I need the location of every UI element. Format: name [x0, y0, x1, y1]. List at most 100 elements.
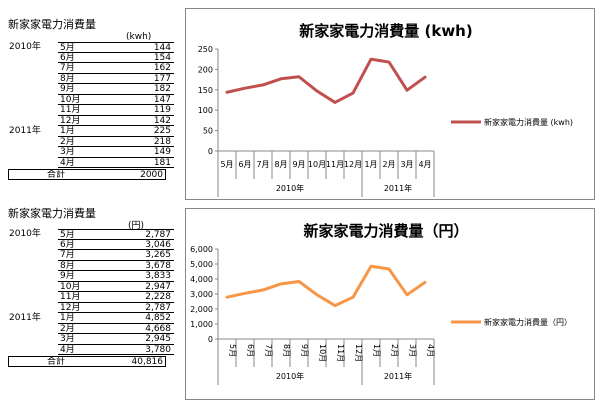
table-row: 6月 3,046	[8, 240, 174, 250]
data-point	[369, 58, 373, 61]
value-cell: 218	[153, 136, 171, 147]
data-point	[225, 91, 229, 94]
data-point	[387, 267, 391, 271]
year-label: 2011年	[9, 126, 41, 136]
yen-chart-panel: 新家家電力消費量（円） 0 1,000 2,000 3,000 4,000 5,000 6,0…	[185, 208, 595, 400]
month-cell: 4月 3,780	[58, 345, 174, 355]
value-cell: 3,265	[145, 250, 171, 260]
kwh-table-unit: (kwh)	[126, 32, 152, 42]
x-group-label: 2010年	[276, 183, 304, 193]
x-group-label: 2010年	[276, 371, 304, 381]
month-cell: 6月 154	[58, 52, 174, 63]
value-cell: 154	[153, 52, 171, 63]
table-row: 2010年 5月 2,787	[8, 229, 174, 240]
y-tick-label: 0	[208, 147, 213, 156]
month-cell: 5月 2,787	[58, 229, 174, 240]
data-point	[423, 281, 427, 284]
table-row: 11月 119	[8, 105, 174, 116]
value-cell: 142	[153, 115, 171, 126]
x-tick-label: 5月	[220, 160, 233, 169]
data-point	[405, 293, 409, 297]
month-label: 3月	[60, 334, 75, 344]
value-cell: 3,833	[145, 271, 171, 281]
value-cell: 2,947	[145, 281, 171, 292]
x-tick-label: 11月	[326, 160, 344, 169]
table-row: 8月 177	[8, 74, 174, 84]
value-cell: 162	[153, 63, 171, 73]
y-tick-label: 50	[203, 127, 213, 136]
x-tick-label: 4月	[426, 344, 435, 357]
data-point	[243, 86, 247, 90]
month-label: 7月	[60, 250, 75, 260]
value-cell: 4,852	[145, 313, 171, 323]
month-label: 11月	[60, 105, 81, 115]
table-row: 9月 182	[8, 84, 174, 95]
value-cell: 3,678	[145, 260, 171, 271]
data-point	[315, 293, 319, 296]
y-tick-label: 2,000	[190, 305, 213, 314]
value-cell: 2,945	[145, 334, 171, 344]
month-label: 12月	[60, 115, 81, 126]
data-point	[351, 295, 355, 299]
month-label: 3月	[60, 147, 75, 157]
data-point	[423, 75, 427, 79]
month-cell: 3月 149	[58, 147, 174, 158]
table-row: 7月 162	[8, 63, 174, 74]
x-tick-label: 8月	[282, 344, 291, 357]
month-label: 2月	[60, 323, 75, 334]
month-cell: 12月 2,787	[58, 302, 174, 313]
value-cell: 181	[153, 157, 171, 168]
yen-table-title: 新家家電力消費量	[8, 207, 96, 220]
month-label: 4月	[60, 157, 75, 168]
x-tick-label: 12月	[344, 160, 362, 169]
value-cell: 225	[153, 126, 171, 136]
table-row: 3月 2,945	[8, 334, 174, 345]
month-label: 12月	[60, 302, 81, 313]
month-label: 8月	[60, 260, 75, 271]
y-tick-label: 4,000	[190, 275, 213, 284]
chart-title: 新家家電力消費量 (kwh)	[299, 22, 472, 40]
table-row: 9月 3,833	[8, 271, 174, 282]
data-point	[297, 280, 301, 283]
y-tick-label: 250	[198, 45, 213, 54]
data-point	[405, 89, 409, 92]
month-label: 1月	[60, 126, 75, 136]
month-cell: 11月 2,228	[58, 292, 174, 303]
table-row: 12月 142	[8, 115, 174, 126]
month-cell: 9月 182	[58, 84, 174, 95]
data-point	[279, 282, 283, 286]
table-row: 7月 3,265	[8, 250, 174, 261]
kwh-table-title: 新家家電力消費量	[8, 18, 96, 31]
yen-line-chart: 新家家電力消費量（円） 0 1,000 2,000 3,000 4,000 5,000 6,0…	[190, 222, 572, 385]
year-label: 2010年	[9, 42, 41, 52]
month-label: 7月	[60, 63, 75, 73]
value-cell: 119	[153, 105, 171, 115]
table-row: 2010年 5月 144	[8, 42, 174, 53]
year-label: 2011年	[9, 313, 41, 323]
total-label: 合計	[47, 170, 66, 180]
value-cell: 182	[153, 84, 171, 94]
y-tick-label: 0	[208, 335, 213, 344]
data-point	[351, 91, 355, 95]
month-label: 5月	[60, 43, 75, 53]
table-row: 2月 4,668	[8, 323, 174, 334]
y-tick-label: 6,000	[190, 245, 213, 254]
kwh-table: 2010年 5月 144 6月 154 7月 162 8月 177 9月 182 10月 147 11月 1…	[8, 42, 174, 180]
data-point	[225, 295, 229, 299]
value-cell: 149	[153, 147, 171, 157]
value-cell: 177	[153, 73, 171, 84]
x-tick-label: 9月	[300, 344, 309, 357]
x-tick-label: 4月	[418, 160, 431, 169]
y-tick-label: 5,000	[190, 260, 213, 269]
y-tick-label: 150	[198, 86, 213, 95]
value-cell: 2,787	[145, 230, 171, 240]
table-row: 6月 154	[8, 53, 174, 63]
month-cell: 1月 225	[58, 126, 174, 137]
table-row: 3月 149	[8, 147, 174, 158]
x-tick-label: 9月	[292, 160, 305, 169]
x-tick-label: 7月	[264, 344, 273, 357]
month-label: 9月	[60, 84, 75, 94]
legend-label: 新家家電力消費量（円）	[484, 317, 572, 327]
yen-table-unit: (円)	[128, 221, 145, 231]
x-tick-label: 6月	[238, 160, 251, 169]
